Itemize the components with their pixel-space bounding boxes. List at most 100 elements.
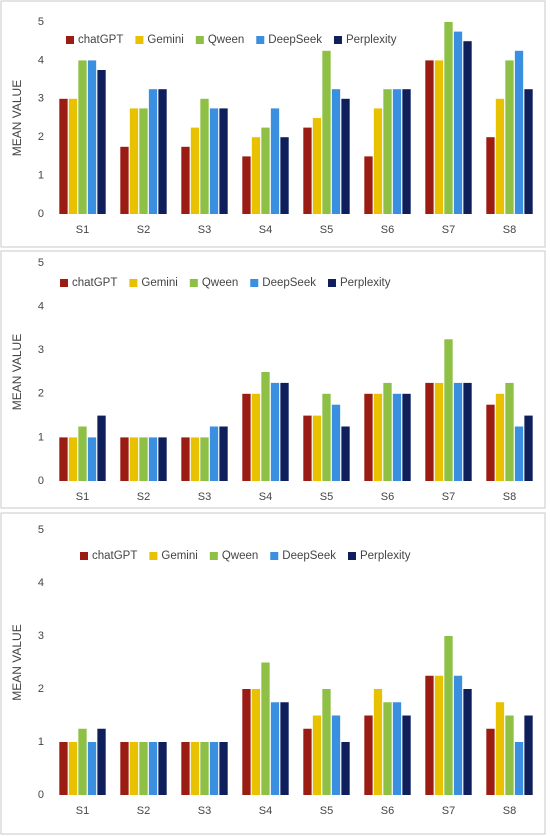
bar [148,742,158,795]
bar [486,728,495,795]
x-tick-label: S6 [381,491,394,503]
bar [120,146,129,214]
bar [463,689,472,795]
legend-label: Gemini [141,277,177,289]
y-tick-label: 1 [38,170,44,182]
y-tick-label: 1 [38,736,44,748]
bar [434,60,444,215]
bar [402,393,411,481]
legend-label: DeepSeek [262,277,316,289]
bar [341,742,350,795]
x-tick-label: S8 [503,224,516,236]
bar [383,702,392,795]
x-tick-label: S4 [259,805,272,817]
y-tick-label: 5 [38,16,44,28]
bar [242,689,251,795]
bar [312,715,322,795]
bar [59,98,68,214]
bar [78,60,87,215]
bar [190,437,200,481]
x-tick-label: S2 [137,491,150,503]
bar [68,437,78,481]
bar [514,742,524,795]
bar [139,437,148,481]
bar [181,146,190,214]
bar [87,60,97,215]
legend-swatch [327,279,336,287]
bar [463,41,472,215]
bar [505,60,514,215]
bar [402,715,411,795]
legend-label: chatGPT [78,34,123,46]
x-tick-label: S2 [137,805,150,817]
bar [495,98,505,214]
legend-label: Perplexity [340,277,391,289]
bar [303,728,312,795]
y-tick-label: 3 [38,93,44,105]
bar [97,728,106,795]
bar [148,89,158,214]
y-tick-label: 3 [38,630,44,642]
x-tick-label: S1 [76,491,89,503]
bar [444,22,453,214]
bar [242,156,251,214]
bar [303,415,312,481]
legend-swatch [80,552,88,560]
y-axis-label: MEAN VALUE [10,624,24,700]
bar [434,382,444,481]
bar [312,118,322,214]
bar [97,70,106,214]
bar [87,437,97,481]
legend-swatch [189,279,198,287]
bar [341,98,350,214]
bar [219,108,228,214]
bar [87,742,97,795]
bar [303,127,312,214]
bar [251,689,261,795]
bar [209,426,219,481]
legend-swatch [250,279,259,287]
legend-swatch [333,36,342,44]
bar [495,702,505,795]
bar [158,742,167,795]
bar [190,127,200,214]
bar [505,382,514,481]
bar [322,689,331,795]
bar [425,382,434,481]
y-tick-label: 2 [38,388,44,400]
legend-label: DeepSeek [282,550,336,562]
legend-swatch [270,552,279,560]
x-tick-label: S1 [76,805,89,817]
bar [251,393,261,481]
bar [280,382,289,481]
bar [59,742,68,795]
x-tick-label: S7 [442,491,455,503]
bar [148,437,158,481]
bar [402,89,411,214]
bar [392,393,402,481]
legend-swatch [149,552,158,560]
legend-swatch [195,36,204,44]
bar [373,108,383,214]
bar [97,415,106,481]
bar [444,339,453,481]
bar [373,689,383,795]
bar [68,98,78,214]
x-tick-label: S5 [320,491,333,503]
bar [270,382,280,481]
y-tick-label: 5 [38,524,44,536]
y-tick-label: 4 [38,301,44,313]
x-tick-label: S3 [198,224,211,236]
bar [524,89,533,214]
bar [322,50,331,214]
x-tick-label: S7 [442,805,455,817]
bar [392,702,402,795]
y-tick-label: 5 [38,257,44,269]
bar [181,742,190,795]
bar [209,108,219,214]
legend-swatch [347,552,356,560]
y-tick-label: 0 [38,475,44,487]
bar [200,98,209,214]
bar [129,108,139,214]
